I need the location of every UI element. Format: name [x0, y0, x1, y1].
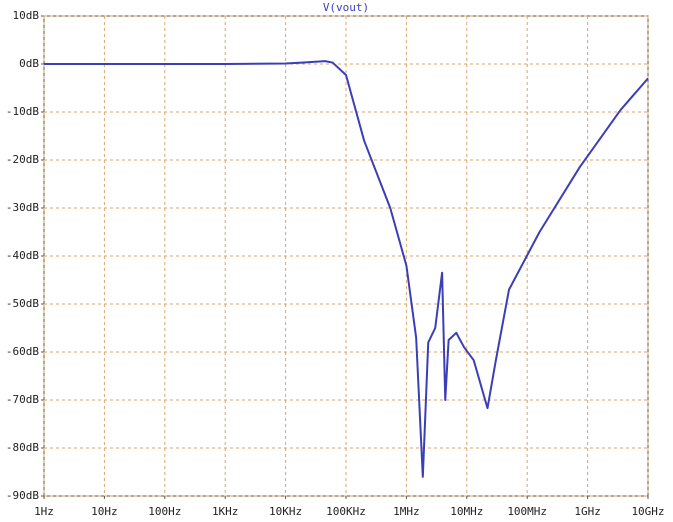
y-tick-label: -70dB	[6, 393, 39, 406]
y-tick-label: 10dB	[13, 9, 40, 22]
y-tick-label: -10dB	[6, 105, 39, 118]
x-tick-label: 1KHz	[212, 505, 239, 518]
series-line	[44, 60, 649, 478]
x-tick-label: 1GHz	[574, 505, 601, 518]
y-tick-label: -20dB	[6, 153, 39, 166]
x-tick-label: 10MHz	[450, 505, 483, 518]
x-tick-label: 100Hz	[148, 505, 181, 518]
y-tick-label: -60dB	[6, 345, 39, 358]
x-tick-label: 1MHz	[393, 505, 420, 518]
x-tick-label: 10GHz	[631, 505, 664, 518]
x-tick-label: 100MHz	[507, 505, 547, 518]
x-tick-label: 10KHz	[269, 505, 302, 518]
y-tick-label: -90dB	[6, 489, 39, 502]
y-tick-label: 0dB	[19, 57, 39, 70]
x-tick-label: 100KHz	[326, 505, 366, 518]
x-tick-label: 1Hz	[34, 505, 54, 518]
y-tick-label: -40dB	[6, 249, 39, 262]
y-tick-label: -30dB	[6, 201, 39, 214]
chart-title: V(vout)	[323, 1, 369, 14]
x-tick-label: 10Hz	[91, 505, 118, 518]
y-tick-label: -50dB	[6, 297, 39, 310]
y-tick-label: -80dB	[6, 441, 39, 454]
